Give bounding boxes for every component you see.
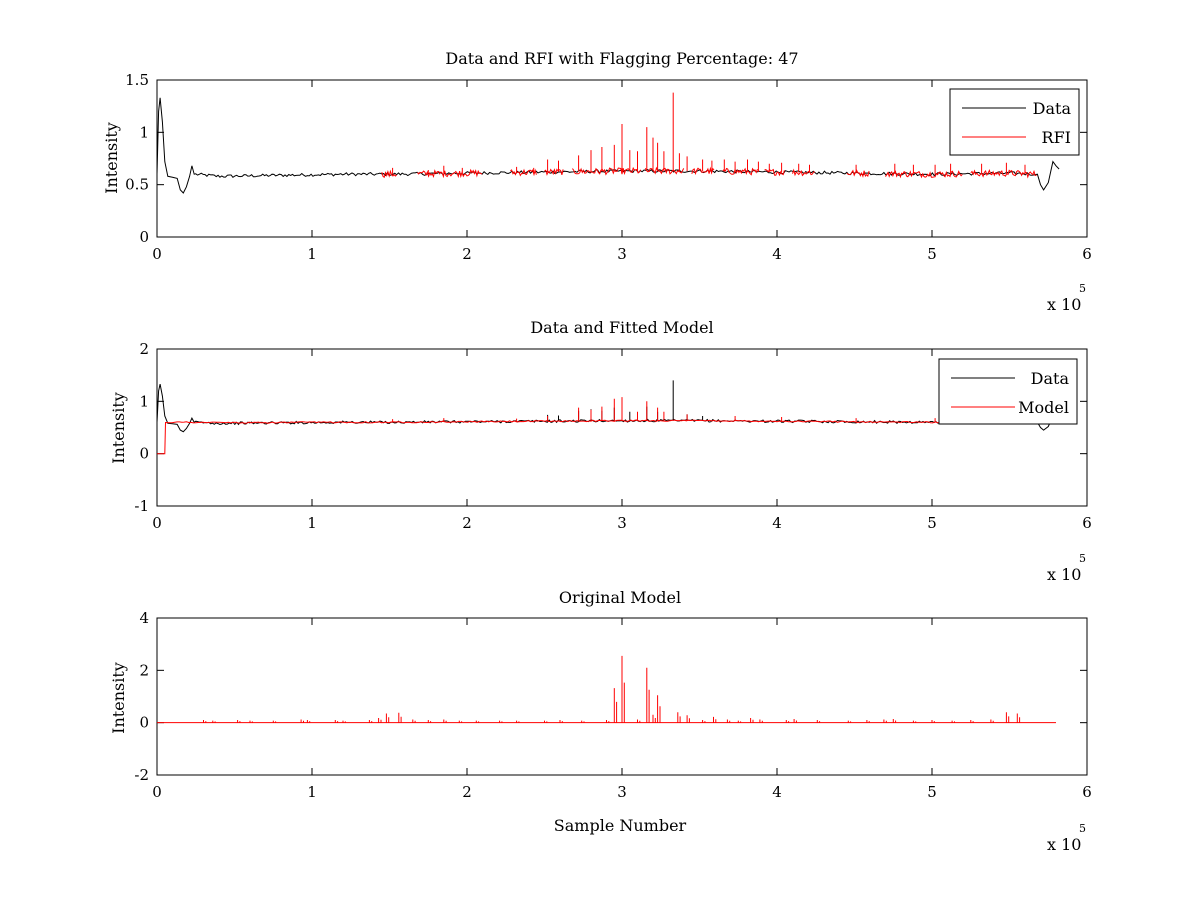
x-axis-title: Sample Number [554,816,687,835]
model-spikes [392,397,1007,423]
y-axis-title: Intensity [102,122,121,194]
x-tick-label: 3 [617,245,627,263]
rfi-segment [792,168,815,177]
rfi-segment [544,168,564,176]
x-tick-label: 5 [927,514,937,532]
plot-area: 0 1 2 3 4 5 6 0 0.5 1 1.5 Data RFI [125,71,1092,263]
legend: Data Model [938,358,1078,425]
legend-label: RFI [1042,128,1071,147]
legend-entry-rfi: RFI [962,128,1071,147]
rfi-segment [644,166,685,175]
rfi-spikes [392,92,1026,175]
x-tick-label: 3 [617,514,627,532]
panel-title: Data and RFI with Flagging Percentage: 4… [445,49,798,68]
x-tick-label: 3 [617,783,627,801]
axes-box [156,348,1088,507]
y-tick-label: 1 [139,123,149,141]
y-tick-label: 2 [139,340,149,358]
x-multiplier-label: x 10 [1047,835,1081,854]
legend-box [949,88,1080,156]
x-tick-label: 0 [152,783,162,801]
x-tick-label: 0 [152,514,162,532]
panel-fitted-model: Data and Fitted Model Intensity 0 1 2 3 4 5 6 -… [109,318,1092,584]
x-tick-label: 1 [307,245,317,263]
y-tick-label: 0 [139,445,149,463]
model-spikes [203,655,1021,723]
legend-label: Model [1018,398,1069,417]
x-multiplier-label: x 10 [1047,565,1081,584]
x-tick-label: 1 [307,783,317,801]
rfi-segment [417,168,483,179]
y-tick-label: 1 [139,392,149,410]
y-tick-label: 1.5 [125,71,149,89]
y-axis-title: Intensity [109,392,128,464]
x-tick-label: 0 [152,245,162,263]
x-tick-label: 4 [772,245,782,263]
y-tick-label: 0.5 [125,176,149,194]
x-multiplier-exponent: 5 [1079,822,1086,835]
x-tick-label: 6 [1082,245,1092,263]
legend-label: Data [1031,369,1070,388]
y-tick-label: 0 [139,714,149,732]
rfi-segment [722,167,758,176]
series-group [157,655,1056,724]
x-tick-label: 2 [462,245,472,263]
y-tick-label: 0 [139,228,149,246]
series-line-model [157,419,1064,455]
rfi-segment [691,166,715,176]
y-tick-label: -1 [134,497,149,515]
rfi-segment [846,169,870,178]
rfi-segment [885,170,963,179]
rfi-segment [381,169,397,179]
series-group [157,92,1060,194]
rfi-segment [510,168,537,177]
x-tick-label: 4 [772,783,782,801]
x-multiplier-label: x 10 [1047,295,1081,314]
x-tick-label: 4 [772,514,782,532]
y-tick-label: 4 [139,609,149,627]
x-tick-label: 1 [307,514,317,532]
x-tick-label: 6 [1082,514,1092,532]
legend-entry-data: Data [951,369,1069,388]
y-tick-label: 2 [139,661,149,679]
x-tick-label: 5 [927,245,937,263]
y-axis-title: Intensity [109,662,128,734]
rfi-segment [572,166,642,176]
x-multiplier-exponent: 5 [1079,282,1086,295]
x-tick-label: 6 [1082,783,1092,801]
legend-label: Data [1033,99,1072,118]
rfi-segment [970,169,1037,179]
x-multiplier-exponent: 5 [1079,552,1086,565]
x-tick-label: 2 [462,783,472,801]
x-tick-label: 5 [927,783,937,801]
y-tick-label: -2 [134,766,149,784]
legend-entry-model: Model [951,398,1069,417]
legend-box [938,358,1078,425]
series-group [157,380,1064,455]
panel-title: Original Model [559,588,681,607]
panel-rfi: Data and RFI with Flagging Percentage: 4… [102,49,1092,314]
legend: Data RFI [949,88,1080,156]
x-tick-label: 2 [462,514,472,532]
panel-title: Data and Fitted Model [530,318,713,337]
rfi-segment [764,168,785,177]
legend-entry-data: Data [962,99,1071,118]
